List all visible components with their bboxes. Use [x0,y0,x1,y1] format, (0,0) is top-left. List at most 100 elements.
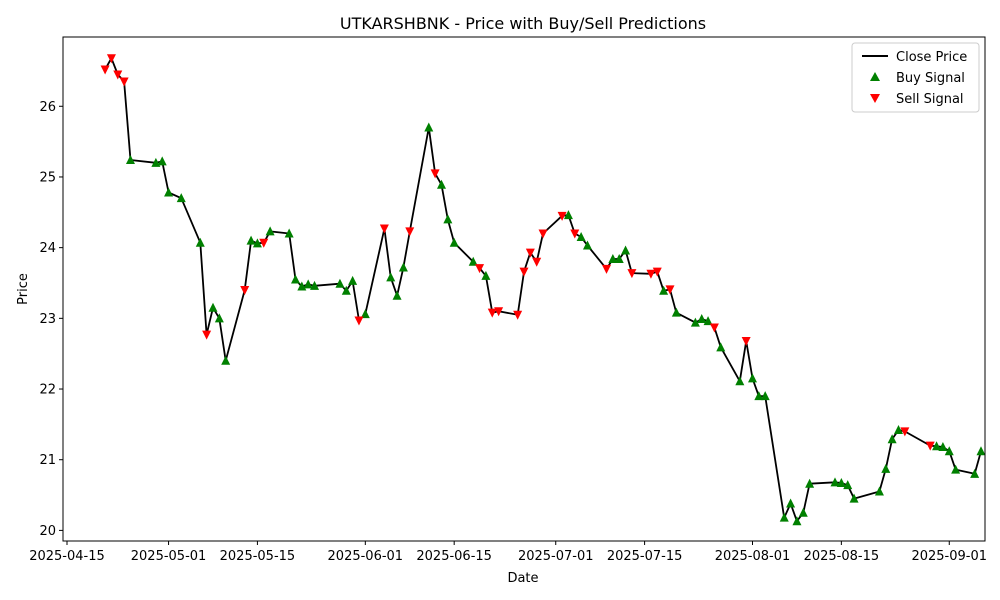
buy-signal-marker [779,512,789,522]
plot-area [63,37,985,541]
buy-signal-marker [830,477,840,487]
buy-signal-marker [697,314,707,324]
sell-signal-marker [532,257,542,267]
buy-signal-marker [348,275,358,285]
buy-signal-marker [798,507,808,517]
buy-signal-marker [735,376,745,386]
buy-signal-marker [481,270,491,280]
buy-signal-marker [468,256,478,266]
buy-signal-marker [291,274,300,284]
buy-signal-marker [246,235,256,245]
x-axis: 2025-04-15 2025-05-01 2025-05-15 2025-06-01… [29,541,987,564]
buy-signal-marker [335,278,345,288]
buy-signal-marker [703,316,713,326]
buy-signal-marker [874,486,884,496]
sell-signal-marker [741,336,751,346]
buy-signal-marker [341,285,351,295]
buy-signal-marker [386,272,396,282]
plot-frame [62,36,986,542]
x-axis-title: Date [507,571,538,586]
buy-signal-marker [360,309,370,319]
sell-signal-marker [100,65,110,75]
sell-signal-marker [513,310,523,320]
sell-signal-marker [925,441,935,451]
buy-signal-marker [310,280,320,290]
buy-signal-marker [659,285,669,295]
sell-signal-marker [379,224,389,234]
legend-buy-swatch [870,72,880,81]
buy-signal-marker [760,391,770,401]
buy-signal-marker [716,342,726,352]
buy-signal-marker [265,226,275,236]
y-tick-label: 21 [39,453,56,468]
sell-signal-marker [405,227,415,237]
buy-signal-marker [443,214,453,224]
sell-signal-marker [646,269,656,279]
buy-signal-marker [843,480,853,490]
sell-signal-marker [652,267,662,277]
x-tick-label: 2025-08-15 [804,549,880,564]
sell-signal-marker [487,308,497,318]
sell-signal-marker [259,238,269,248]
buy-signal-marker [214,313,224,323]
buy-signal-marker [252,238,262,248]
buy-signal-marker [164,187,174,197]
sell-signal-marker [113,70,123,80]
sell-signal-marker [900,427,910,437]
x-tick-label: 2025-07-15 [607,549,683,564]
buy-signal-marker [671,307,681,317]
x-tick-label: 2025-07-01 [518,549,594,564]
buy-signal-marker [424,122,434,132]
buy-signal-marker [881,463,891,473]
buy-signal-marker [195,237,205,247]
buy-signal-marker [614,253,624,263]
buy-signal-marker [786,498,796,508]
sell-signal-marker [525,248,535,258]
sell-signal-marker [570,229,580,239]
sell-signal-marker [627,269,637,279]
buy-signal-marker [449,237,459,247]
sell-signal-marker [602,264,612,274]
sell-signal-marker [354,316,364,326]
legend-buy-label: Buy Signal [896,71,965,86]
buy-signal-marker [754,391,764,401]
legend: Close Price Buy Signal Sell Signal [851,42,980,113]
buy-signal-marker [176,193,186,203]
buy-signal-marker [621,245,631,255]
buy-signal-marker [805,478,815,488]
y-axis-title: Price [16,273,31,305]
buy-signal-marker [976,446,986,456]
x-tick-label: 2025-06-01 [328,549,404,564]
sell-signal-marker [240,286,250,296]
buy-signal-marker [849,493,859,503]
sell-signal-marker [106,54,116,64]
sell-signal-marker [475,264,485,274]
buy-signal-marker [563,210,573,220]
legend-sell-swatch [870,94,880,103]
buy-signal-marker [608,253,618,263]
buy-signal-marker [932,441,942,451]
y-tick-label: 22 [39,383,56,398]
sell-signal-marker [709,323,719,333]
x-tick-label: 2025-08-01 [715,549,791,564]
buy-signal-marker [151,157,161,167]
sell-signal-marker [538,229,548,239]
buy-signal-marker [284,228,294,238]
x-tick-label: 2025-04-15 [29,549,105,564]
sell-signal-marker [202,330,212,340]
legend-box [851,42,980,113]
marker-layer [100,54,986,526]
y-tick-label: 23 [39,312,56,327]
buy-signal-marker [938,441,948,451]
sell-signal-marker [430,169,440,179]
buy-signal-marker [221,355,231,365]
buy-signal-marker [582,240,592,250]
sell-signal-marker [557,211,567,221]
buy-signal-marker [436,179,446,189]
y-tick-label: 24 [39,241,56,256]
y-axis: 20 21 22 23 24 25 26 [39,100,63,539]
buy-signal-marker [157,156,167,166]
buy-signal-marker [208,302,218,312]
buy-signal-marker [893,425,903,435]
